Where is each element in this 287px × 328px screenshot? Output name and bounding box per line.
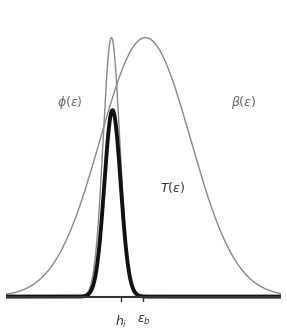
Text: $\phi(\epsilon)$: $\phi(\epsilon)$ xyxy=(57,94,83,111)
Text: $T(\epsilon)$: $T(\epsilon)$ xyxy=(160,180,186,195)
Text: $\epsilon_b$: $\epsilon_b$ xyxy=(137,314,150,326)
Text: $\beta(\epsilon)$: $\beta(\epsilon)$ xyxy=(231,94,256,111)
Text: $h_i$: $h_i$ xyxy=(115,314,127,328)
